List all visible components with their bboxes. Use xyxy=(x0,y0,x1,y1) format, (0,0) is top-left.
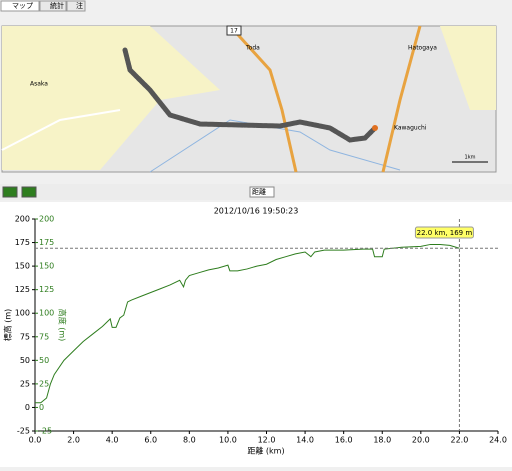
color-button[interactable] xyxy=(21,186,37,198)
x-axis-label: 距離 (km) xyxy=(247,446,284,456)
x-tick-label: 10.0 xyxy=(219,436,237,445)
y-tick-label: 200 xyxy=(15,215,30,224)
y-tick-label: 125 xyxy=(15,285,30,294)
x-tick-label: 2.0 xyxy=(67,436,80,445)
track xyxy=(122,47,378,143)
y-tick-label: 100 xyxy=(15,309,30,318)
x-tick-label: 20.0 xyxy=(412,436,430,445)
y-tick-label: 50 xyxy=(20,356,30,365)
y2-tick-label: 125 xyxy=(39,285,54,294)
annotation: 22.0 km, 169 m xyxy=(417,229,473,237)
chart-title: 2012/10/16 19:50:23 xyxy=(214,207,299,216)
river xyxy=(149,119,401,173)
y-tick-label: 0 xyxy=(25,403,30,412)
y-tick-label: 75 xyxy=(20,332,30,341)
y-axis-label: 標高 (m) xyxy=(3,309,13,342)
x-tick-label: 24.0 xyxy=(489,436,507,445)
y2-tick-label: 25 xyxy=(39,379,49,388)
place-label: Kawaguchi xyxy=(394,125,427,132)
x-tick-label: 0.0 xyxy=(29,436,42,445)
tab[interactable] xyxy=(0,0,40,12)
y2-tick-label: -25 xyxy=(39,427,52,436)
x-tick-label: 4.0 xyxy=(106,436,119,445)
place-label: Hatogaya xyxy=(408,45,437,52)
x-tick-label: 22.0 xyxy=(451,436,469,445)
y-tick-label: 175 xyxy=(15,238,30,247)
road xyxy=(1,109,121,151)
dropdown-label: 距離 xyxy=(252,187,266,196)
x-tick-label: 6.0 xyxy=(144,436,157,445)
color-button[interactable] xyxy=(2,186,18,198)
x-tick-label: 16.0 xyxy=(335,436,353,445)
x-tick-label: 14.0 xyxy=(296,436,314,445)
tab-bar xyxy=(0,0,512,11)
place-label: Asaka xyxy=(30,81,48,88)
y-tick-label: 150 xyxy=(15,262,30,271)
route-sign xyxy=(226,25,242,36)
map-area xyxy=(440,26,496,110)
tab-label: 統計 xyxy=(50,1,64,10)
y2-tick-label: 100 xyxy=(39,309,54,318)
y2-tick-label: 75 xyxy=(39,332,49,341)
place-label: Toda xyxy=(245,45,260,52)
road xyxy=(228,24,298,173)
y2-tick-label: 200 xyxy=(39,215,54,224)
x-tick-label: 8.0 xyxy=(183,436,196,445)
y2-tick-label: 150 xyxy=(39,262,54,271)
tab-label: マップ xyxy=(12,2,33,10)
annotation-box xyxy=(414,226,474,239)
scale-label: 1km xyxy=(465,155,476,161)
y-tick-label: -25 xyxy=(17,427,30,436)
y2-axis-label: 高度 (m) xyxy=(58,309,68,342)
elevation-line xyxy=(35,243,460,404)
tab[interactable] xyxy=(39,0,67,12)
y2-tick-label: 0 xyxy=(39,403,44,412)
tab-label: 注 xyxy=(76,1,83,10)
route-sign-label: 17 xyxy=(230,28,238,35)
map-area xyxy=(2,26,220,170)
y2-tick-label: 175 xyxy=(39,238,54,247)
x-tick-label: 12.0 xyxy=(258,436,276,445)
chart-panel xyxy=(0,202,512,467)
y2-tick-label: 50 xyxy=(39,356,49,365)
road xyxy=(381,25,422,173)
x-tick-label: 18.0 xyxy=(373,436,391,445)
plot: -25 0 25 50 75 100 125 150 175 200 -25 0 25 50 75 100 12… xyxy=(15,215,507,445)
y-tick-label: 25 xyxy=(20,379,30,388)
dropdown[interactable] xyxy=(249,186,275,198)
position-marker xyxy=(372,125,378,131)
tab[interactable] xyxy=(66,0,86,12)
